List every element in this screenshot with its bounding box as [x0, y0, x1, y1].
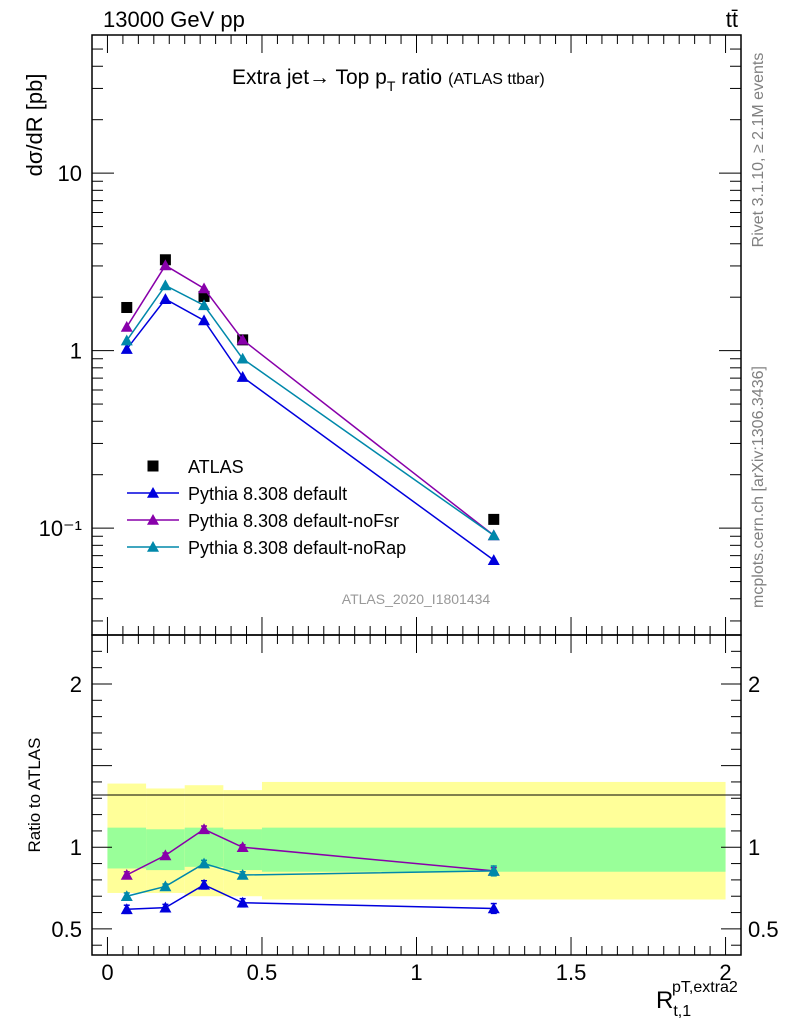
ratio-series — [120, 823, 500, 915]
ratio-y-tick-label: 2 — [70, 672, 82, 697]
legend-label: ATLAS — [188, 457, 244, 477]
energy-label: 13000 GeV pp — [103, 7, 245, 32]
series-marker — [120, 334, 133, 346]
ratio-marker — [159, 880, 172, 892]
x-axis-label-sup: pT,extra2 — [672, 979, 738, 996]
title-main: Extra jet→ Top p — [232, 66, 387, 89]
series-marker — [159, 259, 172, 271]
legend-label: Pythia 8.308 default — [188, 484, 347, 504]
ratio-marker — [120, 890, 133, 902]
main-ylabel: dσ/dR [pb] — [22, 74, 47, 177]
legend-marker — [147, 541, 159, 552]
ratio-axis-ticks — [92, 617, 741, 955]
x-tick-label: 2 — [719, 960, 731, 985]
x-tick-label: 1 — [410, 960, 422, 985]
ratio-y-tick-label-right: 0.5 — [748, 917, 779, 942]
main-y-tick-label: 10⁻¹ — [39, 516, 82, 541]
x-tick-label: 0 — [101, 960, 113, 985]
mcplots-label: mcplots.cern.ch [arXiv:1306.3436] — [750, 366, 767, 608]
title-sub: T — [387, 78, 396, 94]
series-marker — [198, 282, 211, 294]
x-tick-label: 0.5 — [247, 960, 278, 985]
x-tick-label: 1.5 — [556, 960, 587, 985]
main-axis-ticks — [92, 34, 741, 622]
title-after: ratio — [395, 66, 442, 89]
ratio-y-tick-label: 1 — [70, 835, 82, 860]
xlabel-sub: t,1 — [673, 1003, 691, 1020]
series-marker — [120, 320, 133, 332]
title-small: (ATLAS ttbar) — [448, 71, 545, 88]
series-marker — [487, 529, 500, 541]
ratio-marker — [198, 857, 211, 869]
legend-label: Pythia 8.308 default-noRap — [188, 538, 406, 558]
ratio-marker — [159, 901, 172, 913]
rivet-label: Rivet 3.1.10, ≥ 2.1M events — [750, 53, 767, 248]
ratio-y-tick-label-right: 2 — [748, 672, 760, 697]
ratio-marker — [198, 878, 211, 890]
series-marker — [487, 554, 500, 565]
legend-marker-atlas — [147, 460, 159, 472]
ratio-marker — [236, 869, 249, 880]
ratio-ylabel: Ratio to ATLAS — [25, 738, 44, 853]
ratio-y-tick-label-right: 1 — [748, 835, 760, 860]
x-axis-label: Rt,1 — [656, 987, 691, 1020]
series-marker — [236, 352, 249, 364]
ratio-marker — [487, 864, 500, 876]
series-marker — [198, 299, 211, 311]
series-marker — [159, 293, 172, 304]
series-marker — [236, 333, 249, 345]
legend-marker — [147, 487, 159, 498]
atlas-data-point — [488, 513, 500, 525]
legend-marker — [147, 514, 159, 525]
plot-title: Extra jet→ Top pT ratio (ATLAS ttbar) — [232, 66, 545, 94]
ratio-marker — [236, 896, 249, 908]
ratio-marker — [487, 902, 500, 914]
series-marker — [120, 343, 133, 354]
atlas-data-point — [121, 301, 133, 313]
series-marker — [236, 371, 249, 382]
tick-labels: 10 1 10⁻¹ 0.5 0.5 1 1 2 2 0 0.5 1 1.5 2 — [39, 161, 779, 985]
ratio-y-tick-label: 0.5 — [51, 917, 82, 942]
main-y-tick-label: 1 — [70, 339, 82, 364]
ratio-marker — [120, 869, 133, 880]
ratio-marker — [198, 823, 211, 835]
watermark: ATLAS_2020_I1801434 — [342, 591, 491, 607]
inner-band-bin — [261, 827, 726, 872]
main-y-tick-label: 10 — [58, 161, 82, 186]
ratio-marker — [159, 849, 172, 861]
series-marker — [159, 279, 172, 291]
legend: ATLAS Pythia 8.308 default Pythia 8.308 de… — [127, 457, 406, 558]
main-series — [120, 254, 500, 565]
process-label: tt̄ — [726, 7, 738, 32]
ratio-marker — [120, 903, 133, 915]
xlabel-main: R — [656, 987, 673, 1014]
series-marker — [198, 314, 211, 326]
ratio-marker — [236, 841, 249, 853]
legend-label: Pythia 8.308 default-noFsr — [188, 511, 399, 531]
atlas-data-point — [198, 290, 210, 302]
inner-band-bin — [107, 827, 147, 869]
ratio-uncertainty-bands — [107, 781, 726, 900]
